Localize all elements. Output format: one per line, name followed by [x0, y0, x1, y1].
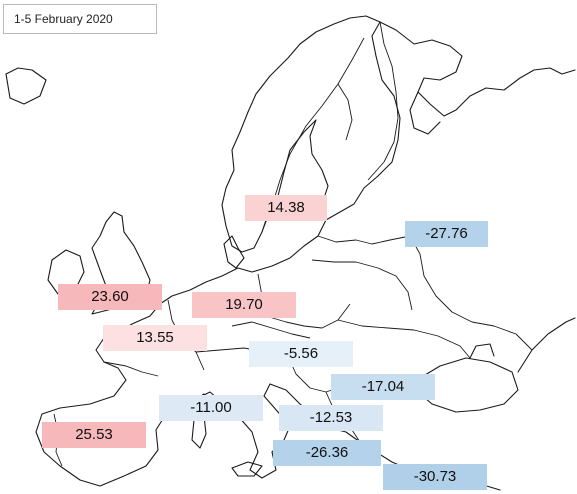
crimea	[470, 344, 494, 358]
value-box-greece-turkey: -30.73	[383, 464, 487, 490]
sicily	[232, 462, 262, 476]
sweden-finland-border	[338, 84, 352, 140]
date-title: 1-5 February 2020	[3, 4, 157, 34]
value-box-iberia: 25.53	[42, 422, 146, 448]
value-box-austria: -5.56	[249, 341, 353, 367]
value-box-uk: 23.60	[58, 284, 162, 310]
border-spain-france	[104, 362, 158, 376]
border-ukraine	[338, 320, 470, 358]
value-box-scandinavia: 14.38	[245, 195, 327, 221]
value-box-italy-north: -11.00	[159, 395, 263, 421]
border-belarus	[312, 260, 412, 310]
value-box-balkans: -12.53	[279, 405, 383, 431]
border-russia-west	[410, 236, 532, 350]
value-box-russia-north: -27.76	[405, 221, 488, 247]
iceland	[6, 68, 46, 104]
value-box-germany: 19.70	[192, 292, 296, 318]
value-box-france: 13.55	[103, 325, 207, 351]
kola-coast	[380, 22, 575, 116]
value-box-italy-south: -26.36	[273, 440, 381, 466]
value-box-ukraine-south: -17.04	[331, 374, 435, 400]
border-baltics	[318, 236, 410, 244]
denmark	[224, 236, 244, 268]
